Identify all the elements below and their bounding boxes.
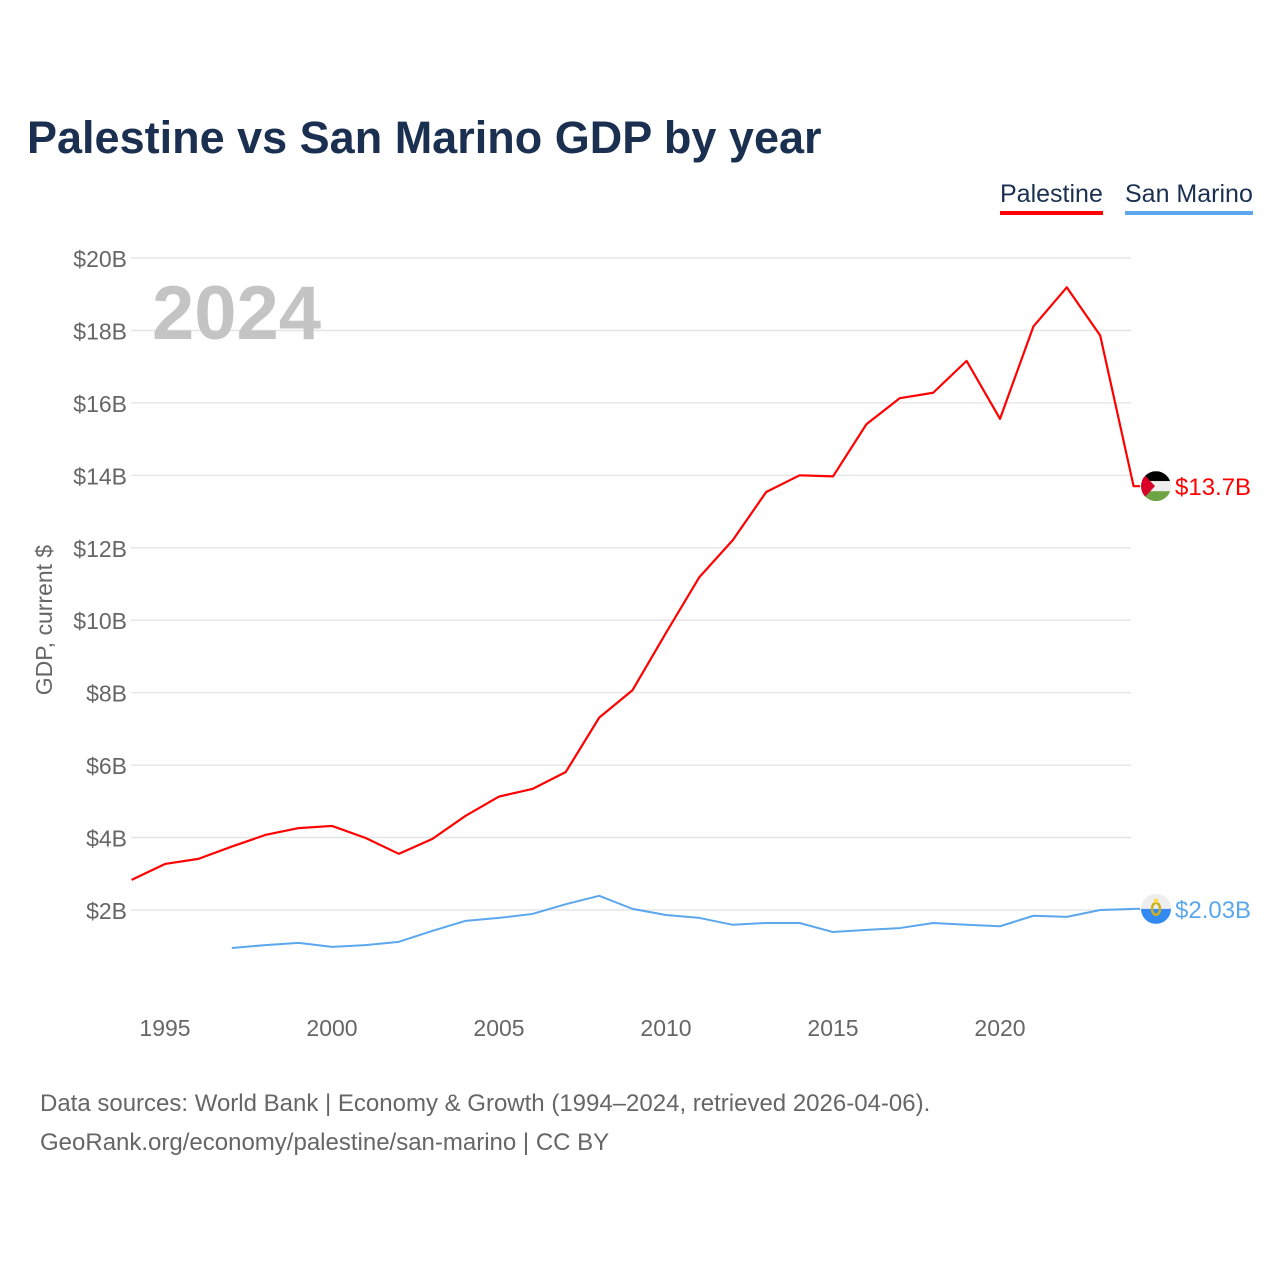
y-tick-label: $18B <box>73 318 127 344</box>
x-tick-label: 1995 <box>139 1015 190 1041</box>
source-line-1: Data sources: World Bank | Economy & Gro… <box>40 1090 931 1117</box>
end-value-label: $13.7B <box>1175 474 1251 501</box>
x-tick-label: 2000 <box>306 1015 357 1041</box>
legend-san-marino[interactable]: San Marino <box>1125 180 1253 215</box>
y-tick-label: $14B <box>73 463 127 489</box>
y-tick-label: $20B <box>73 246 127 272</box>
x-tick-label: 2015 <box>807 1015 858 1041</box>
series-line-san-marino <box>231 894 1140 949</box>
san-marino-flag-icon <box>1141 893 1171 924</box>
legend-palestine[interactable]: Palestine <box>1000 180 1103 215</box>
y-tick-label: $10B <box>73 608 127 634</box>
series-line-palestine <box>131 286 1140 881</box>
y-axis-label: GDP, current $ <box>31 545 57 696</box>
y-tick-label: $16B <box>73 391 127 417</box>
x-tick-label: 2020 <box>974 1015 1025 1041</box>
y-tick-label: $8B <box>86 681 127 707</box>
x-tick-label: 2010 <box>640 1015 691 1041</box>
x-tick-label: 2005 <box>473 1015 524 1041</box>
source-line-2[interactable]: GeoRank.org/economy/palestine/san-marino… <box>40 1129 610 1156</box>
year-watermark: 2024 <box>152 271 321 356</box>
y-tick-label: $6B <box>86 753 127 779</box>
y-tick-label: $2B <box>86 898 127 924</box>
chart-title: Palestine vs San Marino GDP by year <box>27 112 822 163</box>
palestine-flag-icon <box>1141 471 1171 502</box>
end-value-label: $2.03B <box>1175 897 1251 924</box>
source-note: Data sources: World Bank | Economy & Gro… <box>40 1084 930 1162</box>
y-tick-label: $12B <box>73 536 127 562</box>
y-tick-label: $4B <box>86 826 127 852</box>
